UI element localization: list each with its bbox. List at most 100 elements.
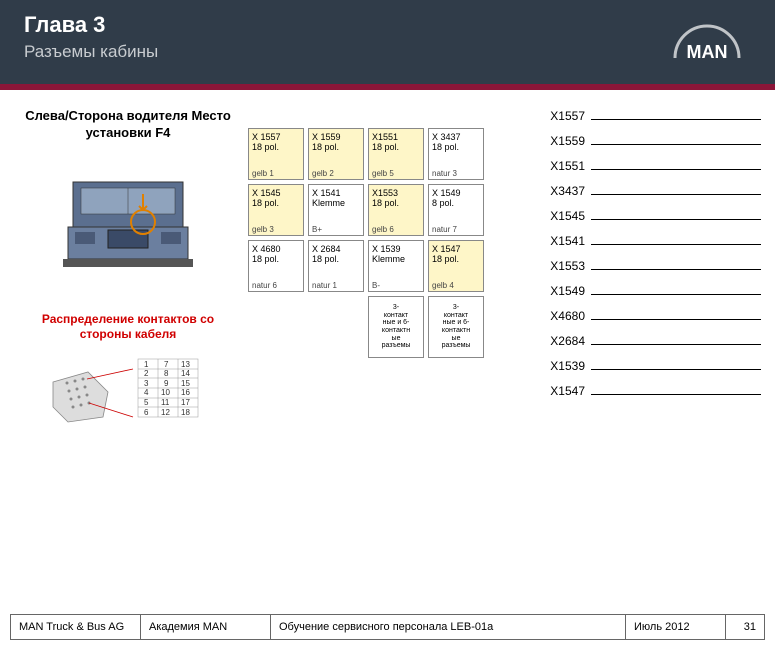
- small-row: 3- контакт ные и 6- контактн ые разъемы …: [248, 296, 516, 358]
- connector-id: X 1545: [252, 188, 300, 198]
- list-item: X1559: [541, 133, 761, 148]
- list-code: X1553: [541, 259, 591, 273]
- connector-cell: X 154718 pol. gelb 4: [428, 240, 484, 292]
- svg-text:7: 7: [164, 360, 169, 369]
- grid-row: X 155718 pol.gelb 1X 155918 pol.gelb 2X1…: [248, 128, 516, 180]
- connector-pol: 18 pol.: [252, 142, 300, 152]
- blank-line: [591, 333, 761, 345]
- svg-text:18: 18: [181, 408, 190, 417]
- list-code: X2684: [541, 334, 591, 348]
- connector-cell: X 268418 pol.natur 1: [308, 240, 364, 292]
- connector-pol: 8 pol.: [432, 198, 480, 208]
- connector-id: X 1547: [432, 244, 480, 254]
- list-code: X1551: [541, 159, 591, 173]
- list-item: X4680: [541, 308, 761, 323]
- connector-cell: X 155718 pol.gelb 1: [248, 128, 304, 180]
- svg-text:17: 17: [181, 398, 190, 407]
- connector-label: gelb 5: [372, 169, 420, 178]
- list-code: X1545: [541, 209, 591, 223]
- connector-label: B+: [312, 225, 360, 234]
- connector-list: X1557 X1559 X1551 X3437 X1545 X1541 X1553 X1549…: [541, 108, 761, 408]
- pin-diagram: 1713 2814 3915 41016 51117 61218: [38, 357, 218, 437]
- connector-id: X 3437: [432, 132, 480, 142]
- svg-text:5: 5: [144, 398, 149, 407]
- connector-pol: 18 pol.: [432, 254, 480, 264]
- connector-pol: 18 pol.: [252, 254, 300, 264]
- list-item: X1547: [541, 383, 761, 398]
- list-code: X1547: [541, 384, 591, 398]
- connector-pol: 18 pol.: [372, 198, 420, 208]
- connector-pol: 18 pol.: [312, 254, 360, 264]
- connector-label: natur 6: [252, 281, 300, 290]
- connector-id: X 1549: [432, 188, 480, 198]
- blank-line: [591, 133, 761, 145]
- page-header: Глава 3 Разъемы кабины MAN: [0, 0, 775, 90]
- connector-id: X 1539: [372, 244, 420, 254]
- connector-pol: 18 pol.: [312, 142, 360, 152]
- list-item: X1541: [541, 233, 761, 248]
- connector-label: gelb 4: [432, 281, 480, 290]
- list-item: X1539: [541, 358, 761, 373]
- blank-line: [591, 158, 761, 170]
- connector-label: natur 3: [432, 169, 480, 178]
- svg-text:13: 13: [181, 360, 190, 369]
- list-item: X1549: [541, 283, 761, 298]
- list-code: X1559: [541, 134, 591, 148]
- list-code: X1557: [541, 109, 591, 123]
- svg-text:11: 11: [161, 398, 170, 407]
- connector-cell: X155118 pol. gelb 5: [368, 128, 424, 180]
- list-item: X1551: [541, 158, 761, 173]
- small-connector-note-1: 3- контакт ные и 6- контактн ые разъемы: [368, 296, 424, 358]
- connector-label: natur 1: [312, 281, 360, 290]
- list-item: X3437: [541, 183, 761, 198]
- footer-company: MAN Truck & Bus AG: [10, 614, 140, 640]
- grid-row: X 468018 pol.natur 6X 268418 pol.natur 1…: [248, 240, 516, 292]
- page-footer: MAN Truck & Bus AG Академия MAN Обучение…: [10, 614, 765, 640]
- chapter-subtitle: Разъемы кабины: [24, 42, 751, 62]
- svg-text:8: 8: [164, 369, 169, 378]
- connector-label: B-: [372, 281, 420, 290]
- list-item: X1557: [541, 108, 761, 123]
- pin-table: 1713 2814 3915 41016 51117 61218: [138, 359, 198, 417]
- blank-line: [591, 383, 761, 395]
- svg-text:6: 6: [144, 408, 149, 417]
- connector-grid: X 155718 pol.gelb 1X 155918 pol.gelb 2X1…: [248, 128, 516, 362]
- connector-label: gelb 3: [252, 225, 300, 234]
- blank-line: [591, 258, 761, 270]
- connector-cell: X155318 pol.gelb 6: [368, 184, 424, 236]
- connector-pol: 18 pol.: [372, 142, 420, 152]
- connector-id: X 4680: [252, 244, 300, 254]
- connector-id: X 1559: [312, 132, 360, 142]
- blank-line: [591, 233, 761, 245]
- list-code: X1549: [541, 284, 591, 298]
- chapter-title: Глава 3: [24, 12, 751, 38]
- svg-text:9: 9: [164, 379, 169, 388]
- connector-id: X 1541: [312, 188, 360, 198]
- connector-cell: X 1539Klemme B-: [368, 240, 424, 292]
- blank-line: [591, 208, 761, 220]
- connector-cell: X 468018 pol. natur 6: [248, 240, 304, 292]
- connector-pol: Klemme: [312, 198, 360, 208]
- left-column: Слева/Сторона водителя Место установки F…: [18, 108, 238, 437]
- footer-page: 31: [725, 614, 765, 640]
- connector-cell: X 155918 pol.gelb 2: [308, 128, 364, 180]
- blank-line: [591, 308, 761, 320]
- small-connector-note-2: 3- контакт ные и 6- контактн ые разъемы: [428, 296, 484, 358]
- footer-date: Июль 2012: [625, 614, 725, 640]
- list-code: X4680: [541, 309, 591, 323]
- connector-id: X1553: [372, 188, 420, 198]
- blank-line: [591, 108, 761, 120]
- svg-text:2: 2: [144, 369, 149, 378]
- connector-pol: Klemme: [372, 254, 420, 264]
- connector-label: natur 7: [432, 225, 480, 234]
- connector-cell: X 1541Klemme B+: [308, 184, 364, 236]
- connector-pol: 18 pol.: [432, 142, 480, 152]
- grid-row: X 154518 pol.gelb 3X 1541KlemmeB+X155318…: [248, 184, 516, 236]
- svg-text:10: 10: [161, 388, 170, 397]
- svg-text:1: 1: [144, 360, 149, 369]
- svg-text:4: 4: [144, 388, 149, 397]
- connector-pol: 18 pol.: [252, 198, 300, 208]
- truck-front-diagram: [53, 164, 203, 284]
- connector-label: gelb 1: [252, 169, 300, 178]
- connector-id: X1551: [372, 132, 420, 142]
